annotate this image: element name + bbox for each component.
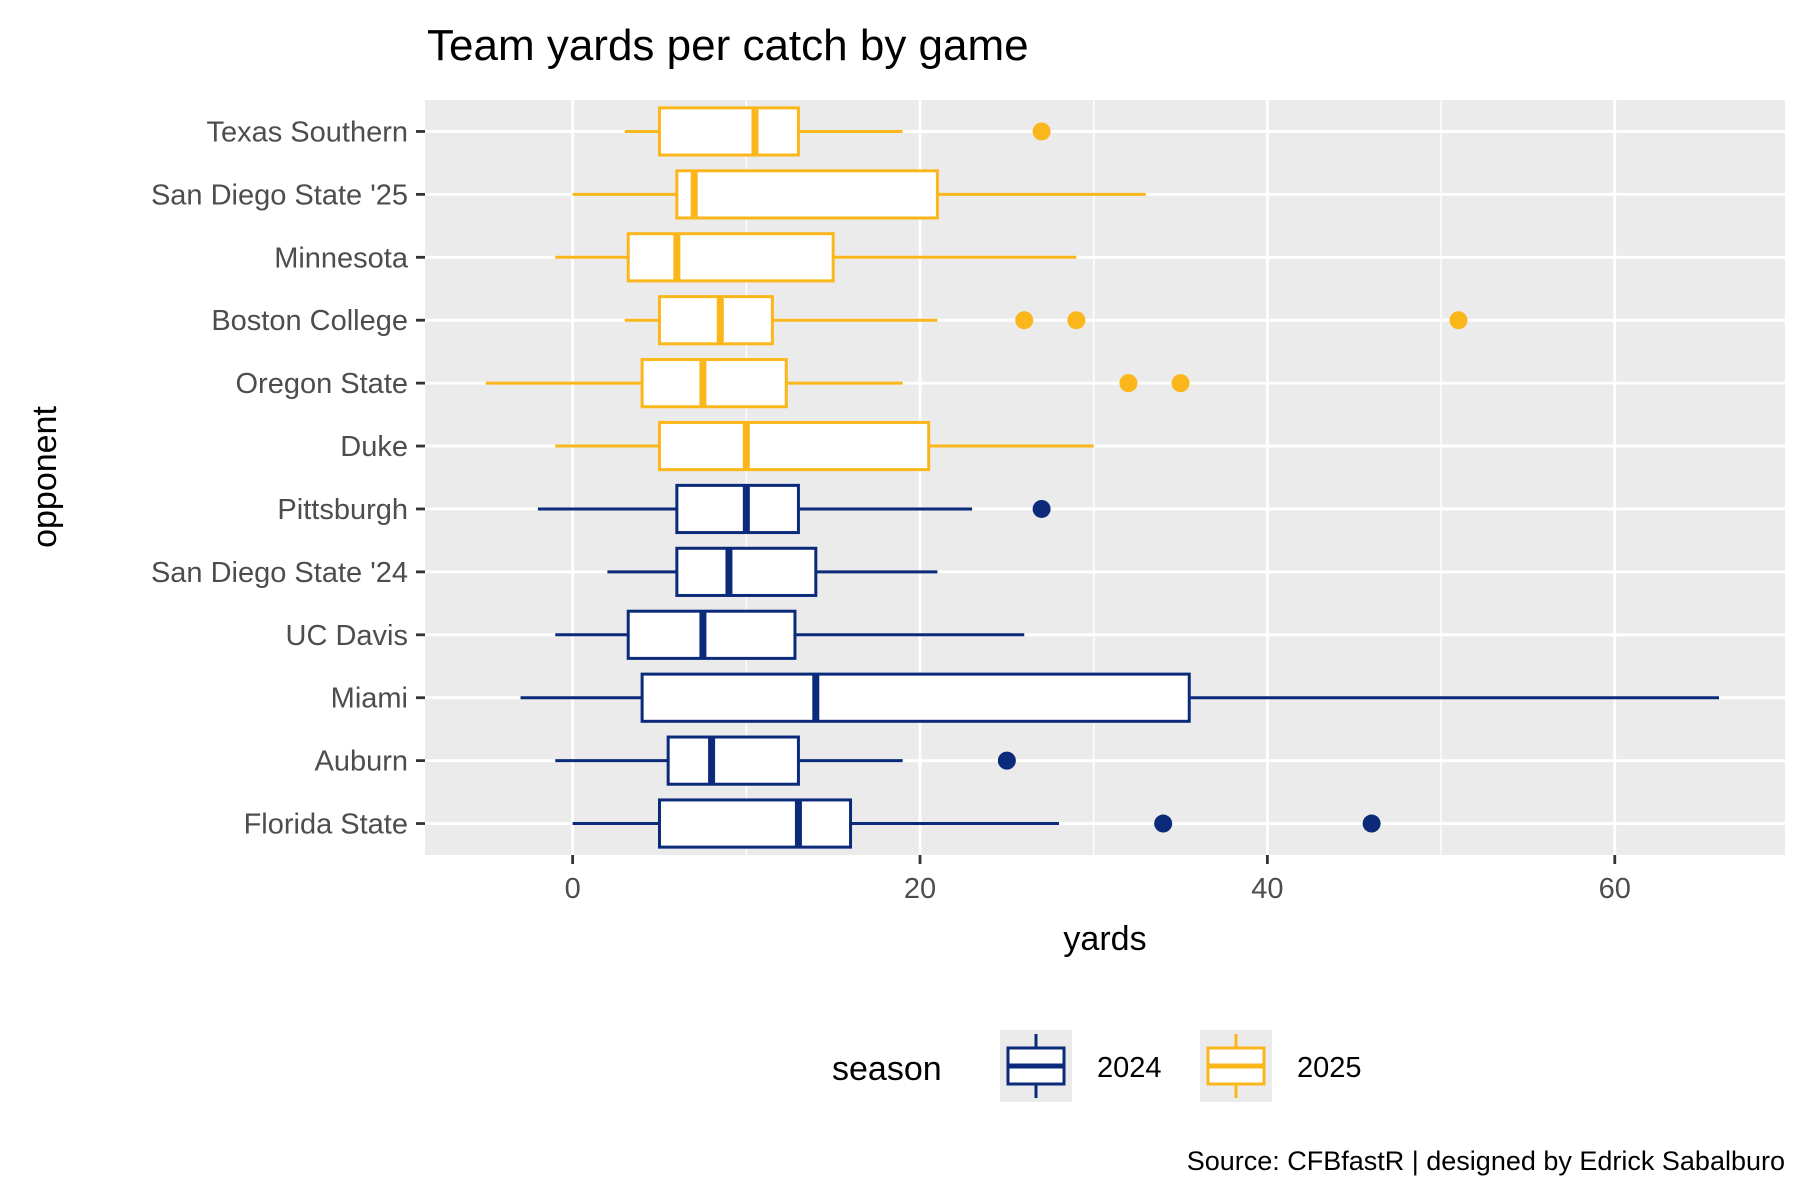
- box: [657, 420, 931, 472]
- outlier-point: [1032, 499, 1051, 518]
- outlier-point: [1171, 374, 1190, 393]
- x-tick-label: 0: [565, 873, 581, 905]
- boxplot: [555, 420, 1094, 472]
- boxplot: [624, 106, 1051, 157]
- box: [626, 609, 797, 660]
- box: [657, 295, 774, 346]
- y-tick-label: San Diego State '25: [151, 179, 408, 211]
- legend: season 2024 2025: [832, 1030, 1362, 1102]
- boxplot: [537, 483, 1051, 535]
- x-axis-title: yards: [1063, 920, 1146, 958]
- x-axis: 0 20 40 60: [565, 855, 1631, 905]
- x-tick-label: 20: [904, 873, 936, 905]
- caption: Source: CFBfastR | designed by Edrick Sa…: [1187, 1146, 1785, 1176]
- box: [640, 672, 1191, 723]
- y-tick-label: Pittsburgh: [277, 494, 408, 526]
- outlier-point: [1015, 311, 1034, 330]
- boxplot: [485, 358, 1190, 409]
- boxplot: [572, 798, 1381, 849]
- boxplot: [624, 295, 1468, 346]
- y-axis: Texas Southern San Diego State '25 Minneso…: [151, 116, 425, 841]
- outlier-point: [997, 751, 1016, 770]
- y-tick-label: Duke: [340, 431, 408, 463]
- box: [675, 483, 800, 535]
- box: [666, 735, 800, 786]
- outlier-point: [1067, 311, 1086, 330]
- box: [640, 358, 788, 409]
- boxplot: [555, 232, 1077, 283]
- box: [675, 169, 939, 220]
- box: [675, 546, 818, 597]
- y-tick-label: Oregon State: [236, 368, 409, 400]
- box: [626, 232, 835, 283]
- legend-title: season: [832, 1050, 942, 1088]
- minor-gridlines: [745, 100, 1442, 855]
- plot-panel: [425, 100, 1785, 855]
- box: [657, 106, 800, 157]
- boxplot: [520, 672, 1719, 723]
- chart-title: Team yards per catch by game: [427, 21, 1029, 70]
- x-tick-label: 60: [1599, 873, 1631, 905]
- y-tick-label: Florida State: [244, 809, 408, 841]
- outlier-point: [1154, 814, 1173, 833]
- legend-key: [1200, 1030, 1272, 1102]
- legend-key: [1000, 1030, 1072, 1102]
- y-tick-label: Auburn: [314, 746, 408, 778]
- y-tick-label: UC Davis: [286, 620, 408, 652]
- boxplot: [607, 546, 938, 597]
- outlier-point: [1119, 374, 1138, 393]
- y-tick-label: Boston College: [211, 305, 408, 337]
- boxplot: [572, 169, 1146, 220]
- y-tick-label: San Diego State '24: [151, 557, 408, 589]
- boxplots: [485, 106, 1719, 849]
- outlier-point: [1362, 814, 1381, 833]
- y-axis-title: opponent: [26, 406, 64, 548]
- x-tick-label: 40: [1251, 873, 1283, 905]
- boxplot: [555, 609, 1025, 660]
- box: [657, 798, 853, 849]
- y-tick-label: Minnesota: [274, 242, 409, 274]
- y-tick-label: Miami: [331, 683, 408, 715]
- boxplot: [555, 735, 1016, 786]
- legend-label: 2025: [1297, 1052, 1362, 1084]
- outlier-point: [1449, 311, 1468, 330]
- outlier-point: [1032, 122, 1051, 141]
- y-tick-label: Texas Southern: [206, 116, 408, 148]
- legend-label: 2024: [1097, 1052, 1162, 1084]
